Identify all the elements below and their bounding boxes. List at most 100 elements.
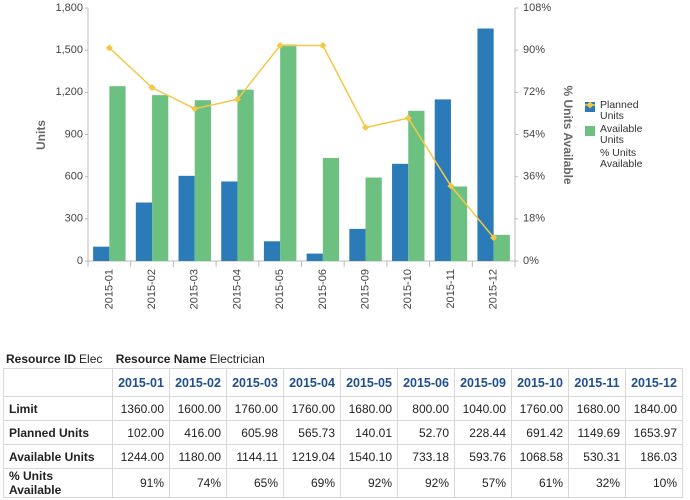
cell: 1653.97 [625, 420, 683, 445]
y-tick-label: 300 [65, 213, 83, 225]
line [108, 44, 495, 239]
x-tick-label: 2015-04 [231, 269, 243, 309]
cell: 565.73 [283, 420, 341, 445]
chart: Units % Units Available 0 300 600 900 1,200 1… [34, 2, 575, 309]
y-tick-label: 600 [65, 171, 83, 183]
column-header: 2015-06 [397, 368, 455, 397]
column-header: 2015-10 [511, 368, 569, 397]
cell: 1760.00 [511, 396, 569, 421]
legend-marker [585, 101, 595, 109]
bar [349, 228, 366, 261]
cell: 69% [283, 468, 341, 498]
table-row: % Units Available 91% 74% 65% 69% 92% 92% 57% 61… [3, 468, 683, 498]
x-tick-label: 2015-09 [359, 269, 371, 309]
value: Electrician [209, 352, 265, 366]
resource-info: Resource ID Elec Resource Name Electrician [6, 352, 265, 366]
cell: 416.00 [169, 420, 227, 445]
value: Elec [79, 352, 103, 366]
legend-item: % Units Available [585, 101, 650, 170]
x-tick-label: 2015-05 [274, 269, 286, 309]
cell: 228.44 [454, 420, 512, 445]
corner-cell [3, 368, 113, 397]
bar [178, 175, 195, 261]
bar [392, 163, 409, 261]
y-tick-label: 1,500 [55, 44, 83, 56]
line-marker [404, 114, 412, 122]
line-marker [276, 41, 284, 49]
cell: 32% [568, 468, 626, 498]
column-header: 2015-03 [226, 368, 284, 397]
cell: 1760.00 [283, 396, 341, 421]
line-marker [319, 41, 327, 49]
bar [221, 181, 238, 261]
bar [152, 95, 169, 262]
legend-swatch [585, 101, 595, 160]
header-row: 2015-01 2015-02 2015-03 2015-04 2015-05 2015-… [3, 368, 683, 397]
bar [477, 28, 494, 261]
column-header: 2015-12 [625, 368, 683, 397]
cell: 605.98 [226, 420, 284, 445]
row-header: Limit [3, 396, 113, 421]
cell: 1540.10 [340, 444, 398, 469]
cell: 102.00 [112, 420, 170, 445]
legend-item: Available Units [585, 124, 650, 146]
row-header: Planned Units [3, 420, 113, 445]
cell: 1144.11 [226, 444, 284, 469]
cell: 186.03 [625, 444, 683, 469]
bar [306, 253, 323, 261]
y2-tick-label: 0% [523, 255, 539, 267]
cell: 1040.00 [454, 396, 512, 421]
cell: 1680.00 [340, 396, 398, 421]
y2-tick-label: 108% [523, 2, 551, 14]
line-marker [447, 182, 455, 190]
legend-label: % Units Available [600, 147, 643, 170]
y2-tick-label: 54% [523, 128, 545, 140]
legend-label: Planned Units [600, 99, 639, 122]
column-header: 2015-04 [283, 368, 341, 397]
x-tick-label: 2015-10 [402, 269, 414, 309]
legend-label: Available Units [600, 123, 643, 146]
table-row: Planned Units 102.00 416.00 605.98 565.73 140… [3, 420, 683, 445]
row-header: % Units Available [3, 468, 113, 498]
cell: 593.76 [454, 444, 512, 469]
cell: 1680.00 [568, 396, 626, 421]
bar [263, 241, 281, 261]
bar [135, 202, 153, 261]
line-marker [233, 95, 241, 103]
y-axis-title: Units [34, 120, 48, 150]
bar [365, 177, 382, 261]
table-row: Available Units 1244.00 1180.00 1144.11 1219… [3, 444, 683, 469]
cell: 1360.00 [112, 396, 170, 421]
cell: 1180.00 [169, 444, 227, 469]
y-tick-label: 0 [77, 255, 83, 267]
x-tick-label: 2015-02 [146, 269, 158, 309]
y-tick-label: 1,800 [55, 2, 83, 14]
cell: 91% [112, 468, 170, 498]
cell: 92% [340, 468, 398, 498]
cell: 800.00 [397, 396, 455, 421]
cell: 74% [169, 468, 227, 498]
label: Resource ID [6, 352, 77, 366]
y-tick-label: 900 [65, 128, 83, 140]
y2-axis-title: % Units Available [561, 85, 575, 184]
bar [280, 44, 297, 261]
column-header: 2015-09 [454, 368, 512, 397]
line-marker [148, 84, 156, 92]
bar [434, 99, 451, 261]
cell: 92% [397, 468, 455, 498]
bar [322, 157, 340, 261]
bar [109, 86, 126, 261]
cell: 1219.04 [283, 444, 341, 469]
line-marker [490, 234, 498, 242]
cell: 1840.00 [625, 396, 683, 421]
cell: 1760.00 [226, 396, 284, 421]
line-marker [362, 123, 370, 131]
legend-swatch [585, 126, 595, 136]
bar [493, 234, 510, 261]
cell: 1068.58 [511, 444, 569, 469]
x-tick-label: 2015-12 [488, 269, 500, 309]
x-tick-label: 2015-11 [445, 269, 457, 309]
y2-tick-label: 90% [523, 44, 545, 56]
bar [237, 89, 254, 261]
label: Resource Name [115, 352, 207, 366]
